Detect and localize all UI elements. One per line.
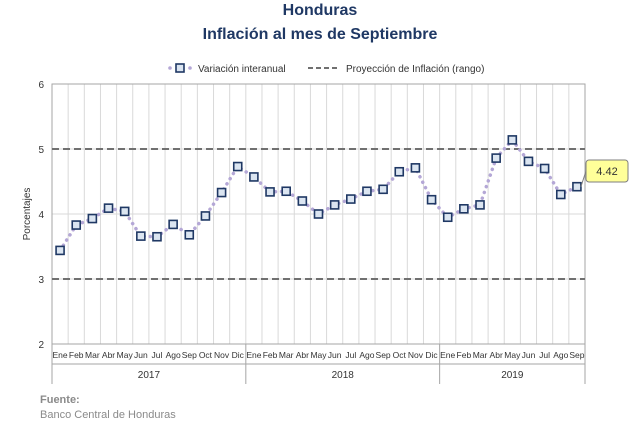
x-tick-label: Sep <box>182 350 197 360</box>
callout-value: 4.42 <box>596 166 617 178</box>
legend-dot <box>188 66 192 70</box>
x-tick-label: Jul <box>539 350 550 360</box>
x-tick-label: Sep <box>376 350 391 360</box>
data-point <box>103 203 114 213</box>
data-point <box>362 186 372 197</box>
data-point <box>216 187 227 198</box>
legend-label-projection: Proyección de Inflación (rango) <box>346 64 484 75</box>
x-tick-label: Ene <box>53 350 68 360</box>
data-point <box>346 194 356 204</box>
year-label: 2019 <box>501 370 524 381</box>
y-tick-label: 3 <box>38 275 44 286</box>
x-tick-label: Ene <box>246 350 261 360</box>
x-tick-label: Dic <box>425 350 438 360</box>
x-tick-label: Abr <box>296 350 309 360</box>
year-label: 2018 <box>332 370 355 381</box>
x-tick-label: Oct <box>199 350 213 360</box>
x-tick-label: Feb <box>457 350 472 360</box>
x-tick-label: Sep <box>569 350 584 360</box>
y-tick-label: 5 <box>38 145 44 156</box>
x-tick-label: Jul <box>345 350 356 360</box>
data-point <box>168 219 178 230</box>
x-tick-label: May <box>504 350 521 360</box>
x-tick-label: Dic <box>232 350 245 360</box>
chart-title: Honduras <box>282 2 358 19</box>
data-point <box>394 166 405 177</box>
x-tick-label: May <box>310 350 327 360</box>
y-tick-label: 4 <box>38 210 44 221</box>
data-point <box>442 212 453 223</box>
source-text: Banco Central de Honduras <box>40 409 176 421</box>
data-point <box>329 200 340 210</box>
x-tick-label: Jun <box>328 350 342 360</box>
data-point <box>297 196 308 206</box>
y-axis-label: Porcentajes <box>22 188 33 241</box>
x-tick-label: Mar <box>473 350 488 360</box>
data-point <box>572 181 582 192</box>
x-tick-label: Jun <box>134 350 148 360</box>
legend-dot <box>168 66 172 70</box>
legend-marker-icon <box>175 63 185 73</box>
x-tick-label: Ago <box>166 350 181 360</box>
data-point <box>136 231 146 241</box>
data-point <box>313 209 324 219</box>
source-label: Fuente: <box>40 394 80 406</box>
data-point <box>523 156 534 167</box>
data-point <box>426 194 437 205</box>
x-tick-label: Feb <box>69 350 84 360</box>
x-tick-label: May <box>117 350 134 360</box>
data-point <box>249 172 259 182</box>
x-tick-label: Nov <box>214 350 230 360</box>
data-point <box>184 230 195 240</box>
x-tick-label: Nov <box>408 350 424 360</box>
data-point <box>555 189 566 200</box>
data-point <box>459 204 469 214</box>
y-tick-label: 6 <box>38 80 44 91</box>
data-point <box>378 184 388 195</box>
data-point <box>265 187 275 197</box>
year-label: 2017 <box>138 370 161 381</box>
y-tick-label: 2 <box>38 340 44 351</box>
x-tick-label: Abr <box>102 350 115 360</box>
plot-area-border <box>51 83 586 345</box>
data-point <box>475 200 485 210</box>
data-point <box>87 213 98 224</box>
data-point <box>539 163 550 174</box>
data-point <box>200 211 211 221</box>
data-point <box>152 231 162 242</box>
legend-label-series: Variación interanual <box>198 64 286 75</box>
x-tick-label: Feb <box>263 350 278 360</box>
x-tick-label: Mar <box>85 350 100 360</box>
callout-connector <box>580 170 587 187</box>
data-point <box>507 135 518 145</box>
data-point <box>491 153 501 163</box>
x-tick-label: Mar <box>279 350 294 360</box>
callout-box <box>585 159 629 183</box>
chart-subtitle: Inflación al mes de Septiembre <box>202 26 438 43</box>
data-point <box>55 245 65 256</box>
x-tick-label: Ene <box>440 350 455 360</box>
x-tick-label: Ago <box>359 350 374 360</box>
data-point <box>281 186 291 197</box>
x-tick-label: Abr <box>490 350 503 360</box>
x-tick-label: Ago <box>553 350 568 360</box>
data-point <box>71 220 82 230</box>
x-tick-label: Jun <box>522 350 536 360</box>
data-point <box>232 161 243 172</box>
x-tick-label: Oct <box>393 350 407 360</box>
data-point <box>119 206 130 217</box>
x-tick-label: Jul <box>152 350 163 360</box>
data-point <box>410 163 421 173</box>
